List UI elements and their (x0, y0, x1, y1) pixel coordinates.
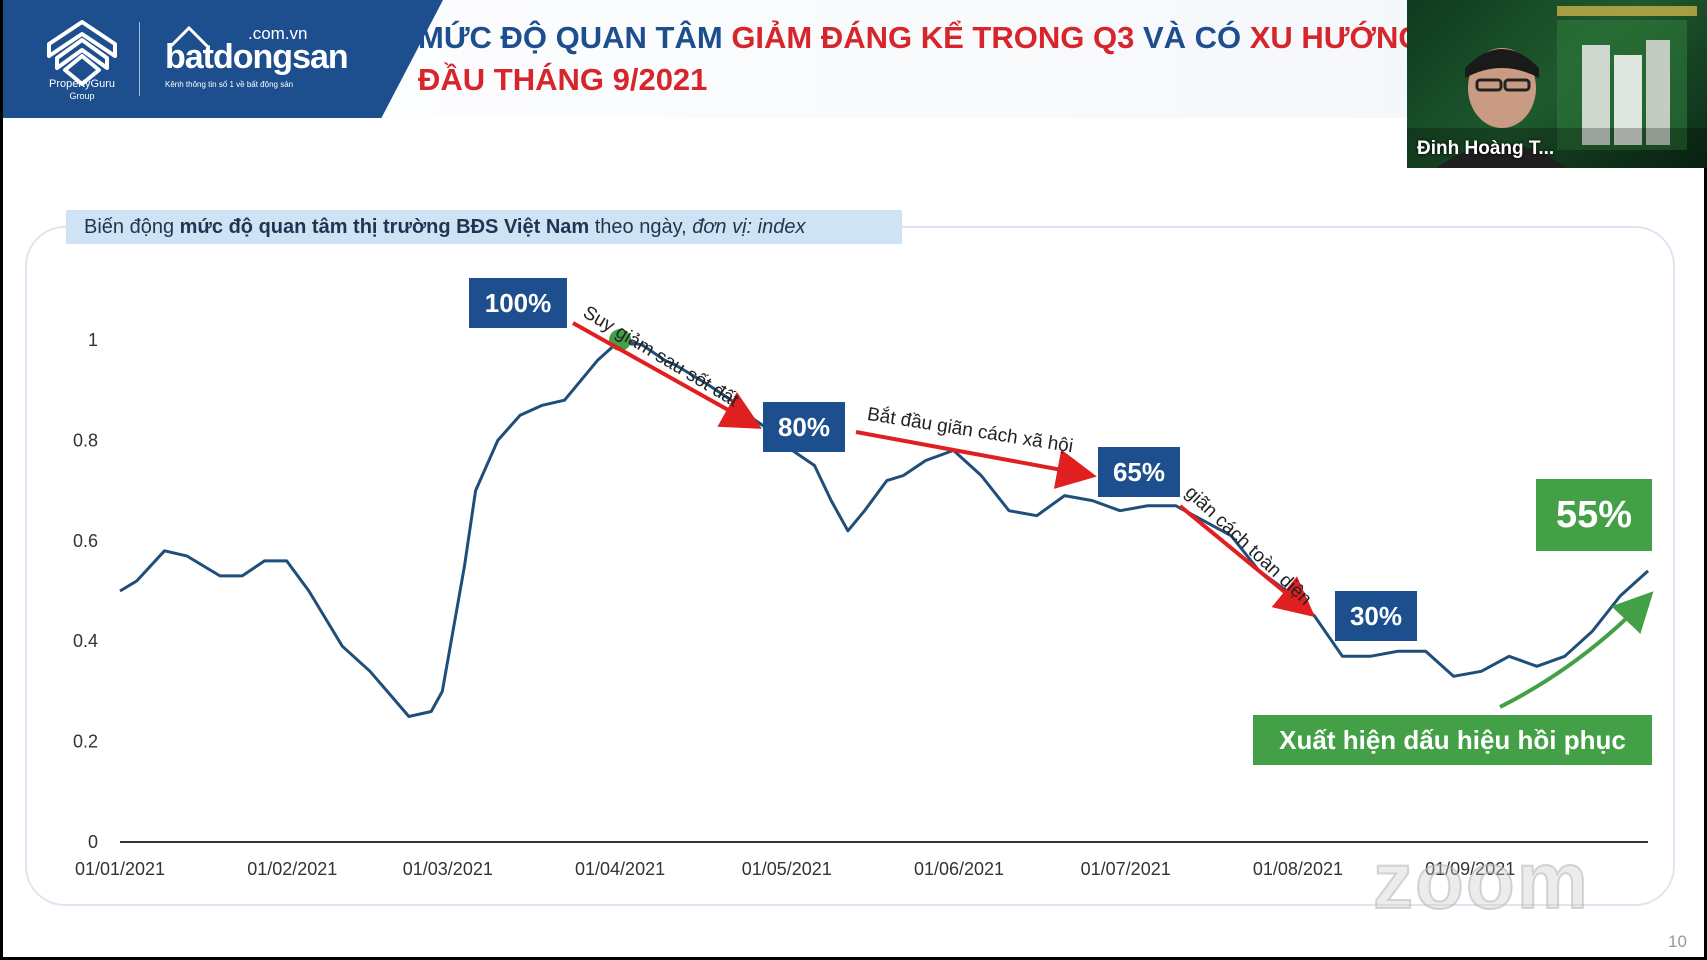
red-arrow-2 (855, 430, 1097, 489)
y-tick-label: 0.6 (73, 531, 98, 551)
x-tick-label: 01/09/2021 (1425, 859, 1515, 879)
x-tick-label: 01/01/2021 (75, 859, 165, 879)
speaker-video-icon (1407, 6, 1707, 168)
callout-peak: 100% (469, 278, 567, 328)
y-tick-label: 1 (88, 330, 98, 350)
y-tick-label: 0 (88, 832, 98, 852)
callout-30: 30% (1335, 591, 1417, 641)
brand-tagline: Kênh thông tin số 1 về bất động sản (165, 80, 294, 89)
callout-55: 55% (1536, 479, 1652, 551)
x-tick-label: 01/06/2021 (914, 859, 1004, 879)
batdongsan-house-icon (167, 25, 211, 50)
red-arrow-3 (1178, 504, 1316, 618)
logo-area: PropertyGuru Group .com.vn batdongsan Kê… (3, 0, 443, 118)
y-tick-label: 0.4 (73, 631, 98, 651)
chart-subtitle: Biến động mức độ quan tâm thị trường BĐS… (66, 210, 902, 244)
x-tick-label: 01/08/2021 (1253, 859, 1343, 879)
speaker-name: Đinh Hoàng T... (1417, 138, 1555, 159)
callout-recovery: Xuất hiện dấu hiệu hồi phục (1253, 715, 1652, 765)
brand-name: batdongsan (165, 38, 349, 76)
page-title-line2: ĐẦU THÁNG 9/2021 (418, 62, 708, 97)
y-tick-label: 0.8 (73, 430, 98, 450)
propertyguru-logo-icon (47, 20, 117, 86)
line-chart: 0 0.2 0.4 0.6 0.8 1 01/01/2021 01/02/2021 01/03/… (73, 321, 1654, 879)
callout-80: 80% (763, 402, 845, 452)
green-arrow (1499, 591, 1654, 709)
x-tick-label: 01/04/2021 (575, 859, 665, 879)
x-tick-label: 01/07/2021 (1081, 859, 1171, 879)
y-tick-label: 0.2 (73, 732, 98, 752)
video-tile[interactable]: Đinh Hoàng T... (1407, 0, 1707, 168)
callout-65: 65% (1098, 447, 1180, 497)
page-title: MỨC ĐỘ QUAN TÂM GIẢM ĐÁNG KỂ TRONG Q3 VÀ… (418, 20, 1423, 55)
red-arrow-1 (572, 321, 762, 429)
zoom-watermark: zoom (1372, 835, 1590, 926)
propertyguru-text: PropertyGuru Group (48, 78, 116, 101)
x-tick-label: 01/02/2021 (247, 859, 337, 879)
page-number: 10 (1668, 932, 1687, 951)
x-tick-label: 01/05/2021 (742, 859, 832, 879)
brand-domain: .com.vn (248, 24, 308, 43)
logo-divider (139, 22, 140, 96)
series-line (119, 338, 1650, 718)
x-tick-label: 01/03/2021 (403, 859, 493, 879)
